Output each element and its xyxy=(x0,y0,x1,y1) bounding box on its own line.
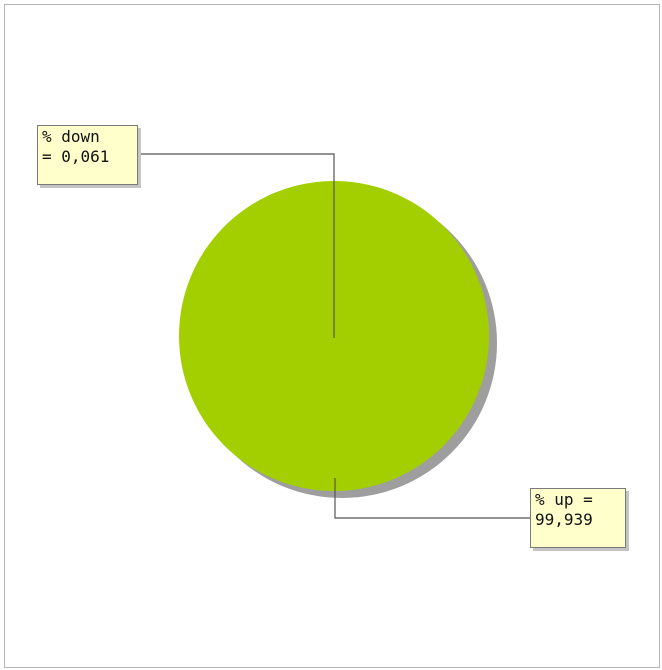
leader-line-up xyxy=(334,478,530,519)
leader-line-down xyxy=(138,153,335,338)
slice-label-up: % up = 99,939 xyxy=(530,488,626,548)
slice-label-down: % down = 0,061 xyxy=(37,125,138,185)
